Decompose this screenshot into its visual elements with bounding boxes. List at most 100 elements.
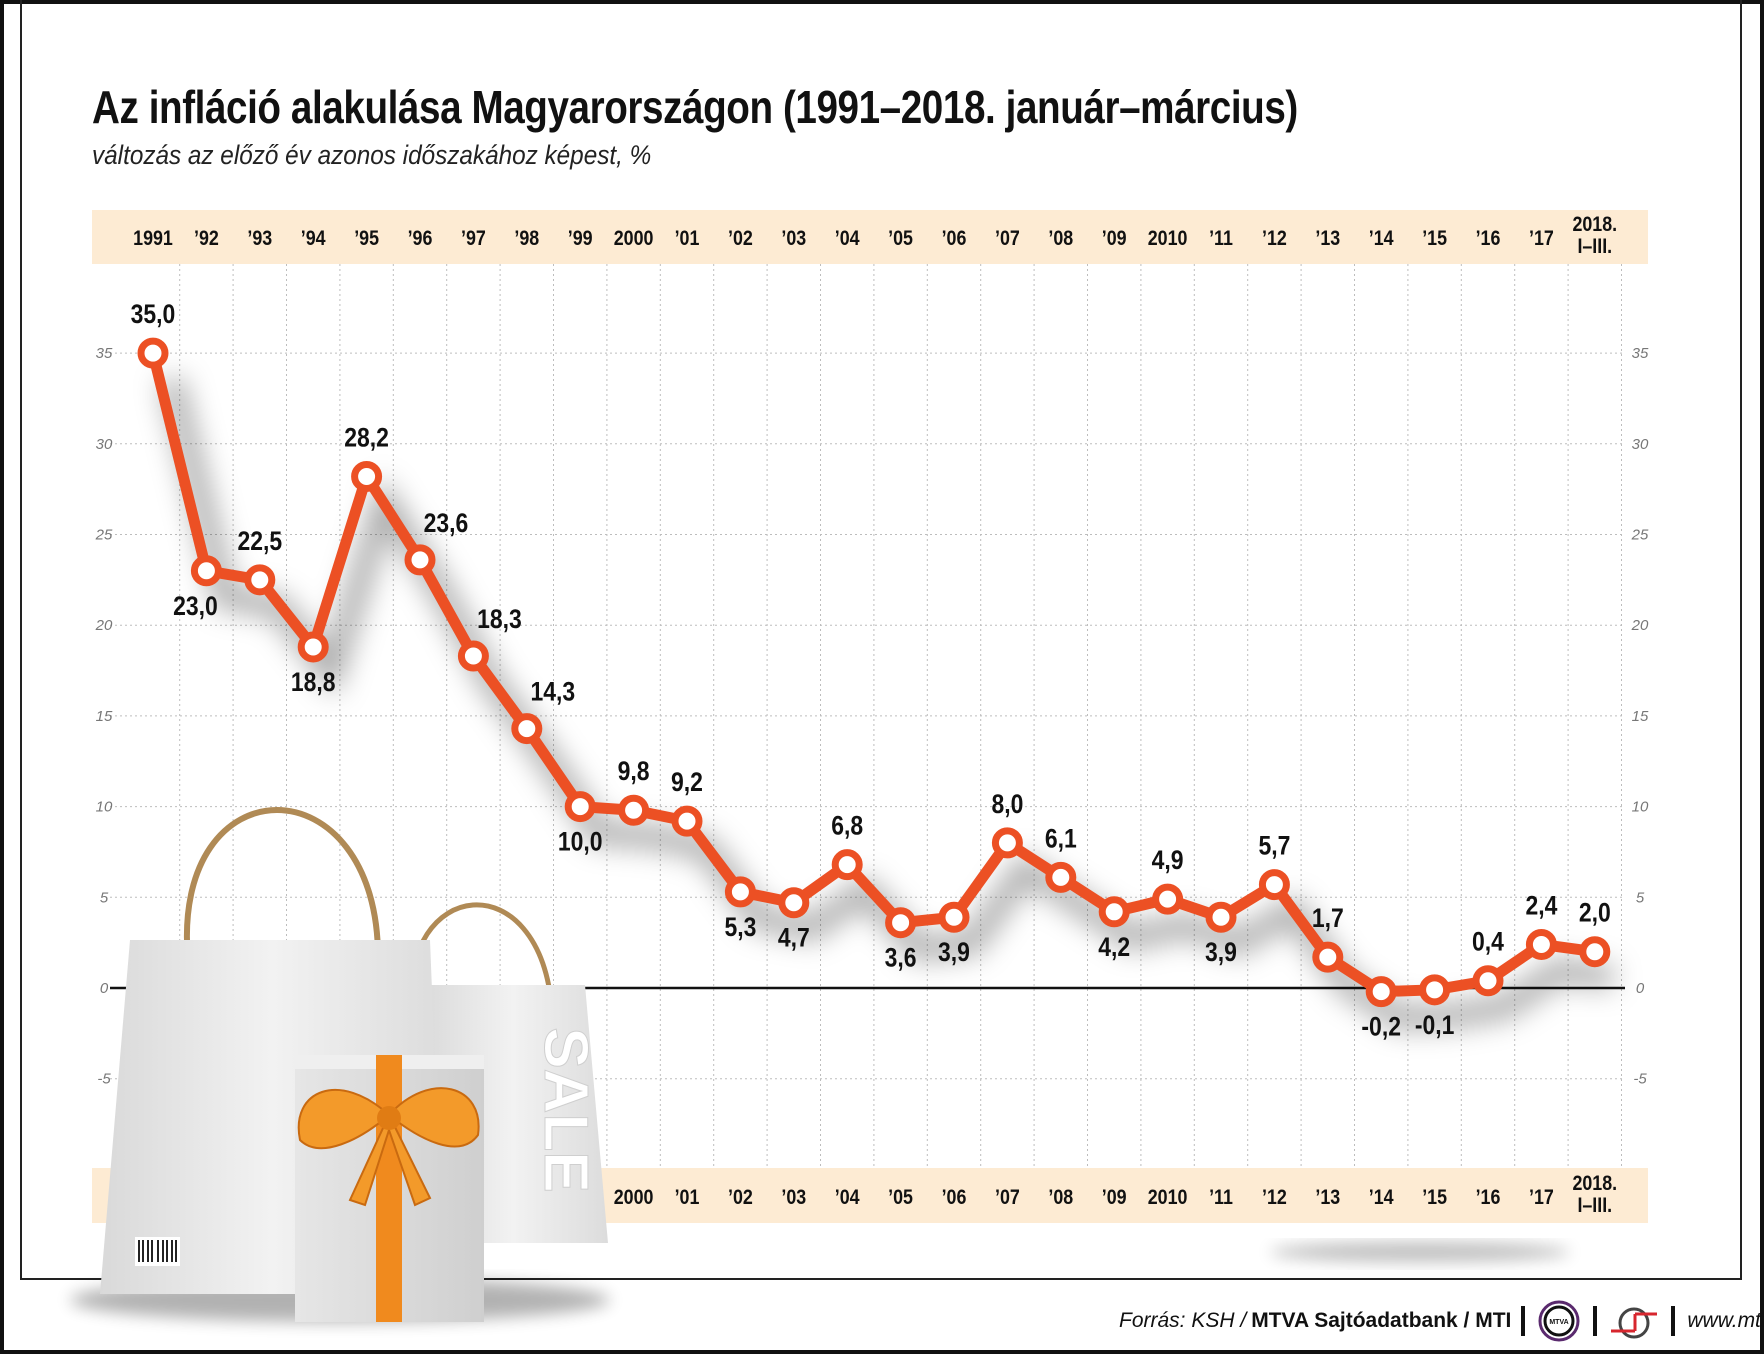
y-axis-ticks: 35 35 30 30 25 25 20 20 15 15 10 10 5 5 0 0 -5 -5 [95,345,1649,1088]
data-point [564,791,596,823]
x-axis-category-label: ’16 [1476,227,1501,251]
x-axis-category-label: ’11 [1209,1186,1233,1210]
mtva-logo-icon: MTVA [1538,1300,1580,1342]
x-axis-category-line: ’97 [461,227,486,251]
x-axis-category-label: ’98 [514,227,539,251]
x-axis-category-line: 2000 [614,1186,654,1210]
y-tick-label-right: -5 [1633,1071,1647,1088]
x-axis-category-line: ’96 [408,227,433,251]
x-axis-category-line: ’03 [781,1186,806,1210]
data-point [1419,974,1451,1006]
y-tick-label-left: 20 [95,617,113,634]
y-tick-label-right: 5 [1636,889,1645,906]
data-point [1525,928,1557,960]
data-point [1312,941,1344,973]
x-axis-category-line: ’09 [1102,1186,1127,1210]
data-point [190,555,222,587]
data-label: 8,0 [991,789,1023,819]
x-axis-category-label: ’11 [1209,227,1233,251]
x-axis-category-line: ’05 [888,1186,913,1210]
x-axis-category-label: 2010 [1148,1186,1188,1210]
x-axis-category-line: ’99 [568,227,593,251]
x-axis-category-label: ’17 [1529,227,1554,251]
inflation-line [147,351,1596,998]
x-axis-category-label: ’12 [1262,1186,1287,1210]
x-axis-category-label: ’09 [1102,1186,1127,1210]
x-axis-category-label: ’04 [835,227,860,251]
x-axis-category-line: ’06 [942,1186,967,1210]
x-axis-category-label: ’08 [1048,1186,1073,1210]
data-labels: 35,0 23,0 22,5 18,8 28,2 23,6 18,3 14,3 10,0 9,8 9… [131,299,1611,1042]
x-axis-category-line: ’92 [194,227,219,251]
x-axis-category-line: ’11 [1209,1186,1233,1210]
chart-subtitle: változás az előző év azonos időszakához … [92,140,652,170]
data-point [885,907,917,939]
x-axis-category-label: ’92 [194,227,219,251]
x-axis-category-line: ’14 [1369,227,1394,251]
footer-separator [1671,1306,1676,1336]
y-tick-label-left: 10 [96,799,113,816]
y-tick-label-left: 30 [96,436,113,453]
x-axis-category-label: ’06 [942,1186,967,1210]
data-label: 18,3 [477,604,522,634]
sale-bag-text: SALE [531,1027,600,1192]
x-axis-category-line: ’13 [1315,227,1340,251]
footer-separator [1593,1306,1598,1336]
data-point [831,849,863,881]
data-label: 22,5 [237,526,282,556]
x-axis-category-line: I–III. [1577,1194,1612,1218]
x-axis-category-label: ’02 [728,1186,753,1210]
x-axis-category-label: ’96 [408,227,433,251]
data-point [457,640,489,672]
data-label: 3,9 [1205,938,1237,968]
x-axis-category-line: ’08 [1048,1186,1073,1210]
x-axis-category-line: ’12 [1262,1186,1287,1210]
x-axis-category-line: ’04 [835,227,860,251]
chart-title: Az infláció alakulása Magyarországon (19… [92,81,1298,133]
data-points [137,337,1611,1008]
x-axis-category-label: ’03 [781,1186,806,1210]
x-axis-category-label: 2000 [614,227,654,251]
data-label: 4,7 [778,923,810,953]
x-axis-category-label: ’95 [354,227,379,251]
x-axis-category-label: ’13 [1315,227,1340,251]
data-label: 4,2 [1098,932,1130,962]
x-axis-category-line: ’16 [1476,1186,1501,1210]
website-link[interactable]: www.mti.hu [1687,1309,1764,1332]
data-label: 0,4 [1472,927,1504,957]
data-point [1152,883,1184,915]
x-axis-category-line: ’93 [247,227,272,251]
data-point [778,887,810,919]
x-axis-category-line: ’07 [995,227,1020,251]
x-axis-category-label: ’14 [1369,1186,1394,1210]
source-prefix: Forrás: KSH / [1119,1309,1247,1332]
data-point [1098,896,1130,928]
data-point [1472,965,1504,997]
y-tick-label-right: 30 [1632,436,1649,453]
x-axis-category-label: ’06 [942,227,967,251]
data-label: -0,1 [1415,1010,1455,1040]
data-label: 6,1 [1045,824,1077,854]
x-axis-category-label: ’01 [675,1186,700,1210]
data-label: 9,8 [618,757,650,787]
x-axis-category-label: ’09 [1102,227,1127,251]
x-axis-category-line: ’02 [728,227,753,251]
x-axis-category-line: ’09 [1102,227,1127,251]
data-point [938,901,970,933]
x-axis-category-line: ’17 [1529,1186,1554,1210]
footer: Forrás: KSH / MTVA Sajtóadatbank / MTI M… [1119,1300,1764,1342]
x-axis-category-line: 1991 [133,227,173,251]
large-bag-handle-icon [183,807,382,961]
x-axis-category-line: ’13 [1315,1186,1340,1210]
x-axis-category-label: ’99 [568,227,593,251]
data-label: 14,3 [530,677,575,707]
y-tick-label-left: 5 [100,889,109,906]
x-axis-category-label: ’14 [1369,227,1394,251]
data-label: 35,0 [131,299,176,329]
y-tick-label-right: 35 [1632,345,1649,362]
source-credit: MTVA Sajtóadatbank / MTI [1251,1309,1512,1332]
x-axis-category-label: 1991 [133,227,173,251]
mti-logo-icon [1611,1307,1658,1339]
